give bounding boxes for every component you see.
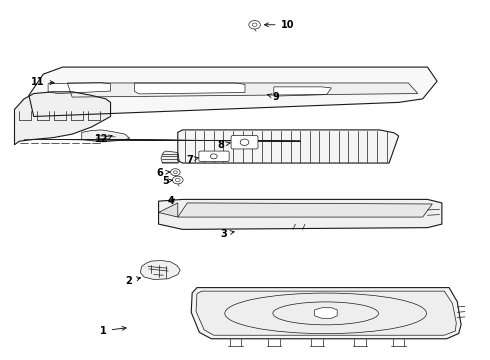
Polygon shape bbox=[196, 291, 456, 335]
Text: 3: 3 bbox=[220, 229, 234, 239]
Circle shape bbox=[171, 169, 180, 176]
Polygon shape bbox=[178, 203, 432, 217]
Polygon shape bbox=[159, 203, 178, 217]
Polygon shape bbox=[191, 288, 461, 339]
FancyBboxPatch shape bbox=[199, 151, 229, 162]
Polygon shape bbox=[161, 151, 179, 163]
Polygon shape bbox=[178, 130, 399, 163]
Polygon shape bbox=[315, 308, 337, 318]
Circle shape bbox=[249, 21, 260, 29]
Polygon shape bbox=[15, 92, 111, 145]
Text: 2: 2 bbox=[125, 275, 141, 285]
FancyBboxPatch shape bbox=[231, 136, 258, 149]
Polygon shape bbox=[159, 199, 442, 229]
Polygon shape bbox=[82, 130, 130, 142]
Text: 1: 1 bbox=[100, 326, 126, 336]
Text: 6: 6 bbox=[156, 168, 170, 177]
Text: 4: 4 bbox=[167, 196, 174, 206]
Text: 9: 9 bbox=[268, 92, 280, 102]
Polygon shape bbox=[29, 67, 437, 117]
Text: 8: 8 bbox=[218, 140, 230, 150]
Text: 12: 12 bbox=[95, 134, 112, 144]
Text: 11: 11 bbox=[31, 77, 54, 87]
Polygon shape bbox=[274, 87, 331, 96]
Polygon shape bbox=[135, 83, 245, 94]
Text: 5: 5 bbox=[162, 176, 172, 186]
Polygon shape bbox=[140, 260, 180, 279]
Polygon shape bbox=[67, 83, 418, 97]
Text: 7: 7 bbox=[186, 154, 199, 165]
Circle shape bbox=[172, 176, 183, 184]
Text: 10: 10 bbox=[265, 20, 294, 30]
Polygon shape bbox=[48, 83, 111, 94]
